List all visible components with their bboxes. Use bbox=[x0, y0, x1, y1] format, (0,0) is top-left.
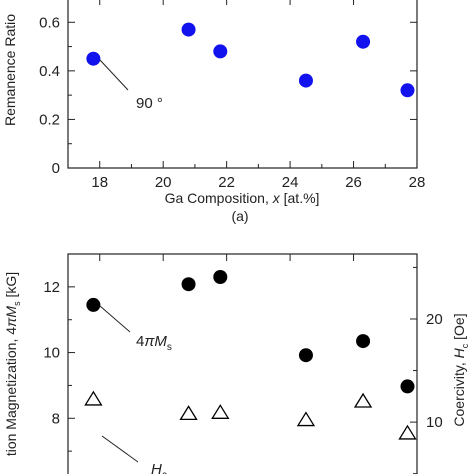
panel-b-ylabel-right: Coercivity, Hc [Oe] bbox=[451, 313, 470, 426]
panel-b: 6810121020 4πMs Hc tion Magnetization, 4… bbox=[3, 253, 470, 474]
panel-b-ticks: 6810121020 bbox=[43, 253, 443, 474]
y-right-tick-label: 20 bbox=[426, 311, 443, 328]
panel-a-annotation: 90 ° bbox=[136, 95, 163, 112]
y-tick-label: 0.6 bbox=[39, 14, 60, 31]
ms-point bbox=[400, 379, 415, 394]
panel-b-frame bbox=[67, 253, 418, 474]
data-point bbox=[213, 44, 228, 59]
y-left-tick-label: 12 bbox=[43, 279, 60, 296]
hc-point bbox=[211, 404, 230, 419]
panel-a-ylabel: Remanence Ratio bbox=[2, 14, 18, 126]
y-tick-label: 0 bbox=[52, 160, 60, 177]
data-point bbox=[356, 34, 371, 49]
ms-point bbox=[86, 297, 101, 312]
ms-point bbox=[298, 348, 313, 363]
y-left-tick-label: 8 bbox=[52, 410, 60, 427]
x-tick-label: 18 bbox=[91, 174, 108, 191]
ms-point bbox=[356, 334, 371, 349]
hc-point bbox=[353, 392, 373, 408]
data-point bbox=[298, 73, 313, 88]
hc-point bbox=[84, 390, 103, 406]
panel-b-ylabel-left: tion Magnetization, 4πMs [kG] bbox=[3, 272, 22, 456]
panel-a-frame bbox=[67, 0, 418, 169]
data-point bbox=[400, 83, 415, 98]
x-tick-label: 28 bbox=[409, 174, 426, 191]
y-tick-label: 0.2 bbox=[39, 111, 60, 128]
ms-annotation: 4πMs bbox=[136, 333, 172, 353]
hc-annotation-leader bbox=[101, 435, 139, 463]
data-point bbox=[86, 51, 101, 66]
x-tick-label: 26 bbox=[345, 174, 362, 191]
hc-annotation: Hc bbox=[151, 461, 167, 474]
panel-a-label: (a) bbox=[231, 208, 248, 224]
ms-annotation-leader bbox=[99, 305, 131, 333]
hc-point bbox=[398, 424, 417, 440]
panel-a-xlabel: Ga Composition, x [at.%] bbox=[165, 190, 320, 206]
data-point bbox=[181, 22, 196, 37]
y-right-tick-label: 10 bbox=[426, 414, 443, 431]
panel-a-points bbox=[86, 22, 415, 98]
ms-point bbox=[213, 270, 228, 284]
panel-a-annotation-leader bbox=[99, 59, 129, 91]
y-left-tick-label: 10 bbox=[43, 345, 60, 362]
hc-point bbox=[179, 405, 198, 421]
x-tick-label: 22 bbox=[218, 174, 235, 191]
panel-a-ticks: 18 20 22 24 26 28 0 0.2 0.4 0.6 bbox=[39, 0, 425, 191]
panel-b-points bbox=[84, 270, 417, 440]
x-tick-label: 20 bbox=[155, 174, 172, 191]
y-tick-label: 0.4 bbox=[39, 63, 60, 80]
panel-a: 18 20 22 24 26 28 0 0.2 0.4 0.6 90 ° Remanence Ra… bbox=[2, 0, 425, 224]
x-tick-label: 24 bbox=[282, 174, 299, 191]
ms-point bbox=[181, 277, 196, 292]
hc-point bbox=[296, 411, 316, 427]
